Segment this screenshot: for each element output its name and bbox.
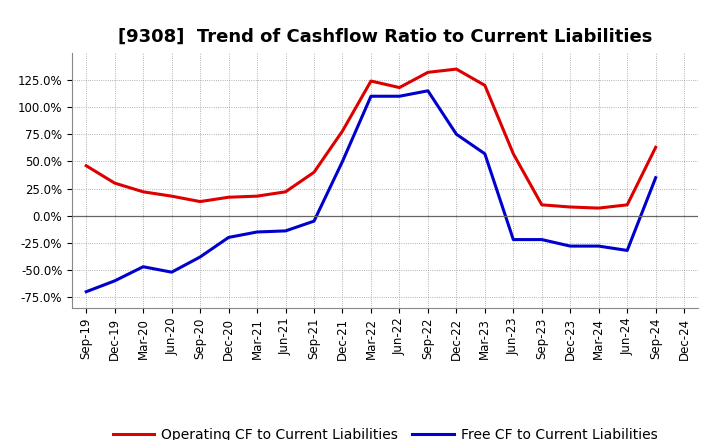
Free CF to Current Liabilities <box>366 94 375 99</box>
Operating CF to Current Liabilities <box>452 66 461 72</box>
Free CF to Current Liabilities <box>537 237 546 242</box>
Operating CF to Current Liabilities <box>423 70 432 75</box>
Line: Free CF to Current Liabilities: Free CF to Current Liabilities <box>86 91 656 292</box>
Free CF to Current Liabilities <box>196 254 204 260</box>
Free CF to Current Liabilities <box>139 264 148 269</box>
Free CF to Current Liabilities <box>282 228 290 234</box>
Free CF to Current Liabilities <box>595 243 603 249</box>
Operating CF to Current Liabilities <box>338 128 347 134</box>
Free CF to Current Liabilities <box>423 88 432 93</box>
Free CF to Current Liabilities <box>480 151 489 157</box>
Operating CF to Current Liabilities <box>537 202 546 208</box>
Free CF to Current Liabilities <box>395 94 404 99</box>
Operating CF to Current Liabilities <box>225 194 233 200</box>
Operating CF to Current Liabilities <box>310 169 318 175</box>
Free CF to Current Liabilities <box>110 278 119 283</box>
Operating CF to Current Liabilities <box>139 189 148 194</box>
Free CF to Current Liabilities <box>310 219 318 224</box>
Operating CF to Current Liabilities <box>282 189 290 194</box>
Operating CF to Current Liabilities <box>196 199 204 204</box>
Operating CF to Current Liabilities <box>623 202 631 208</box>
Operating CF to Current Liabilities <box>167 194 176 199</box>
Operating CF to Current Liabilities <box>595 205 603 211</box>
Line: Operating CF to Current Liabilities: Operating CF to Current Liabilities <box>86 69 656 208</box>
Operating CF to Current Liabilities <box>509 151 518 157</box>
Free CF to Current Liabilities <box>652 175 660 180</box>
Free CF to Current Liabilities <box>253 229 261 235</box>
Operating CF to Current Liabilities <box>110 180 119 186</box>
Free CF to Current Liabilities <box>509 237 518 242</box>
Title: [9308]  Trend of Cashflow Ratio to Current Liabilities: [9308] Trend of Cashflow Ratio to Curren… <box>118 28 652 46</box>
Operating CF to Current Liabilities <box>652 145 660 150</box>
Operating CF to Current Liabilities <box>366 78 375 84</box>
Free CF to Current Liabilities <box>82 289 91 294</box>
Free CF to Current Liabilities <box>566 243 575 249</box>
Operating CF to Current Liabilities <box>253 194 261 199</box>
Free CF to Current Liabilities <box>225 235 233 240</box>
Operating CF to Current Liabilities <box>82 163 91 169</box>
Free CF to Current Liabilities <box>452 132 461 137</box>
Free CF to Current Liabilities <box>623 248 631 253</box>
Free CF to Current Liabilities <box>167 270 176 275</box>
Free CF to Current Liabilities <box>338 159 347 164</box>
Operating CF to Current Liabilities <box>480 83 489 88</box>
Legend: Operating CF to Current Liabilities, Free CF to Current Liabilities: Operating CF to Current Liabilities, Fre… <box>107 422 663 440</box>
Operating CF to Current Liabilities <box>395 85 404 90</box>
Operating CF to Current Liabilities <box>566 204 575 209</box>
